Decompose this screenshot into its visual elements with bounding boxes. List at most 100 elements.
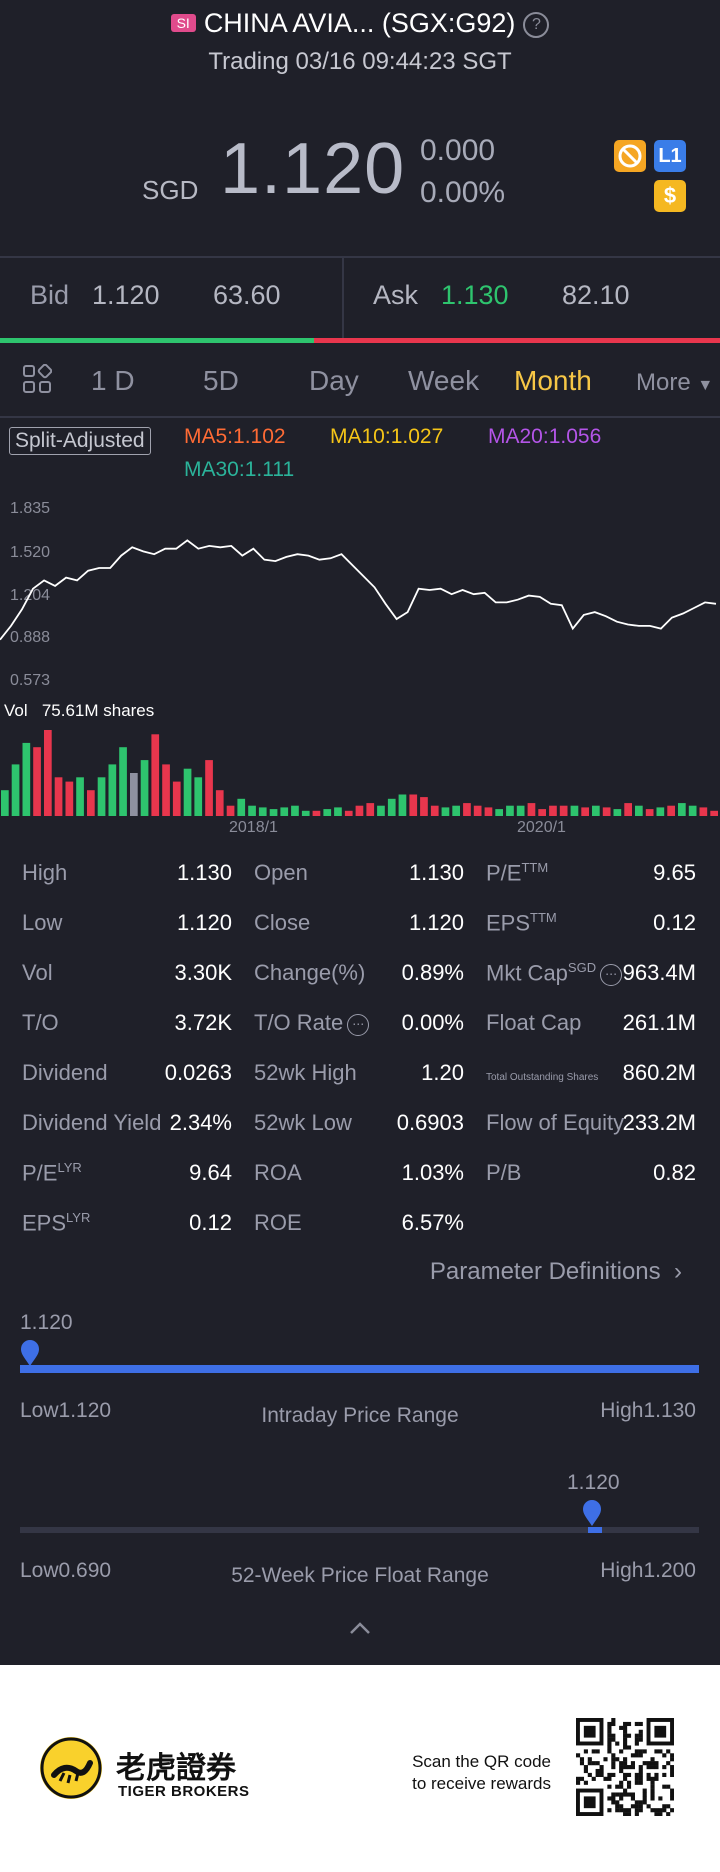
more-label: More	[636, 369, 691, 396]
price-line	[0, 539, 717, 641]
y-tick-label: 0.573	[10, 672, 51, 689]
tab-1d[interactable]: 1 D	[91, 365, 135, 396]
level-one-badge[interactable]: L1	[654, 140, 686, 172]
volume-bar	[248, 805, 256, 816]
stat-label-text: Low	[22, 910, 63, 935]
stat-label-sup: LYR	[66, 1210, 91, 1225]
stat-label: Open	[254, 860, 308, 886]
stat-value: 963.4M	[622, 960, 696, 985]
volume-bar	[473, 805, 482, 816]
week52-range-bar	[20, 1500, 699, 1533]
ask-size: 82.10	[562, 280, 630, 310]
volume-bar	[506, 805, 514, 816]
stat-label: Dividend Yield	[22, 1110, 161, 1136]
stat-label: Flow of Equity	[486, 1110, 624, 1136]
volume-bar	[54, 777, 63, 816]
help-icon[interactable]: ?	[523, 12, 550, 38]
volume-bar	[656, 807, 665, 816]
stock-title: SI CHINA AVIA... (SGX:G92)?	[0, 8, 720, 39]
stat-label: Low	[22, 910, 62, 936]
volume-bar	[613, 809, 622, 816]
more-info-icon[interactable]: ⋯	[347, 1014, 370, 1036]
qr-caption-1: Scan the QR code	[412, 1752, 551, 1771]
volume-label: Vol 75.61M shares	[4, 701, 154, 721]
volume-bar	[65, 781, 74, 816]
stat-label: Vol	[22, 960, 53, 986]
stat-value: 0.89%	[401, 960, 464, 985]
week52-low: Low0.690	[20, 1559, 112, 1582]
stat-label: 52wk High	[254, 1060, 357, 1086]
stat-label: ROA	[254, 1160, 302, 1186]
volume-bar	[688, 805, 697, 816]
stat-label-text: T/O	[22, 1010, 59, 1035]
brand-name-en: TIGER BROKERS	[118, 1783, 250, 1800]
split-adjusted-toggle[interactable]: Split-Adjusted	[9, 427, 151, 455]
bid-label: Bid	[30, 280, 70, 310]
stat-label-text: Dividend Yield	[22, 1110, 162, 1135]
divider	[0, 256, 720, 258]
stat-label-text: P/B	[486, 1160, 522, 1185]
intraday-title: Intraday Price Range	[261, 1404, 459, 1427]
volume-bar	[226, 805, 235, 816]
stat-value: 3.30K	[174, 960, 233, 985]
stat-label-text: 52wk Low	[254, 1110, 352, 1135]
stat-label-sup: SGD	[567, 960, 597, 975]
ma30-value: MA30:1.111	[184, 458, 295, 481]
volume-bar	[108, 764, 117, 816]
volume-bar	[366, 803, 375, 816]
stat-value: 9.65	[653, 860, 696, 885]
stat-value: 9.64	[189, 1160, 232, 1185]
last-price: 1.120	[220, 129, 406, 209]
tab-5d[interactable]: 5D	[203, 365, 239, 396]
volume-bar	[495, 809, 503, 816]
volume-bar	[87, 790, 95, 816]
volume-bar	[44, 730, 52, 816]
stat-label-text: Float Cap	[486, 1010, 582, 1035]
stat-value: 233.2M	[622, 1110, 696, 1135]
volume-bar	[1, 790, 9, 816]
stat-label: 52wk Low	[254, 1110, 352, 1136]
volume-chart[interactable]	[0, 728, 720, 816]
x-tick-label: 2020/1	[517, 819, 566, 836]
qr-code-icon[interactable]	[576, 1718, 674, 1816]
stat-label-text: Change(%)	[254, 960, 366, 985]
volume-bar	[194, 777, 203, 816]
grid-icon[interactable]	[22, 363, 53, 394]
dollar-badge[interactable]: $	[654, 180, 686, 212]
no-short-icon[interactable]	[614, 140, 646, 172]
volume-bar	[76, 777, 84, 816]
price-chart[interactable]	[0, 490, 720, 700]
bid-ratio-fill	[0, 338, 314, 343]
tab-day[interactable]: Day	[309, 365, 359, 396]
stat-value: 0.6903	[396, 1110, 464, 1135]
volume-bar	[151, 734, 160, 816]
tab-week[interactable]: Week	[408, 365, 480, 396]
volume-bar	[602, 807, 611, 816]
volume-bar	[516, 805, 525, 816]
volume-bar	[162, 764, 170, 816]
more-info-icon[interactable]: ⋯	[600, 964, 623, 987]
stat-value: 261.1M	[622, 1010, 696, 1035]
y-tick-label: 1.520	[10, 544, 51, 561]
chevron-right-icon: ›	[674, 1258, 682, 1285]
stat-label-sup: TTM	[530, 910, 557, 925]
volume-bar	[22, 742, 31, 816]
stat-value: 1.03%	[401, 1160, 464, 1185]
volume-bar	[258, 807, 267, 816]
volume-bar	[280, 807, 289, 816]
volume-bar	[312, 810, 321, 816]
volume-bar	[355, 805, 364, 816]
volume-bar	[130, 773, 138, 816]
collapse-chevron-up-icon[interactable]	[348, 1620, 372, 1636]
parameter-definitions-link[interactable]: Parameter Definitions ›	[430, 1258, 682, 1286]
stat-label-sup: LYR	[57, 1160, 82, 1175]
stat-value: 0.12	[653, 910, 696, 935]
volume-bar	[398, 794, 407, 816]
tab-more[interactable]: More ▼	[636, 369, 713, 397]
stat-label: Change(%)	[254, 960, 365, 986]
volume-bar	[172, 781, 181, 816]
intraday-high: High1.130	[600, 1399, 696, 1422]
volume-bar	[344, 810, 353, 816]
volume-bar	[323, 809, 332, 816]
tab-month[interactable]: Month	[514, 365, 592, 396]
